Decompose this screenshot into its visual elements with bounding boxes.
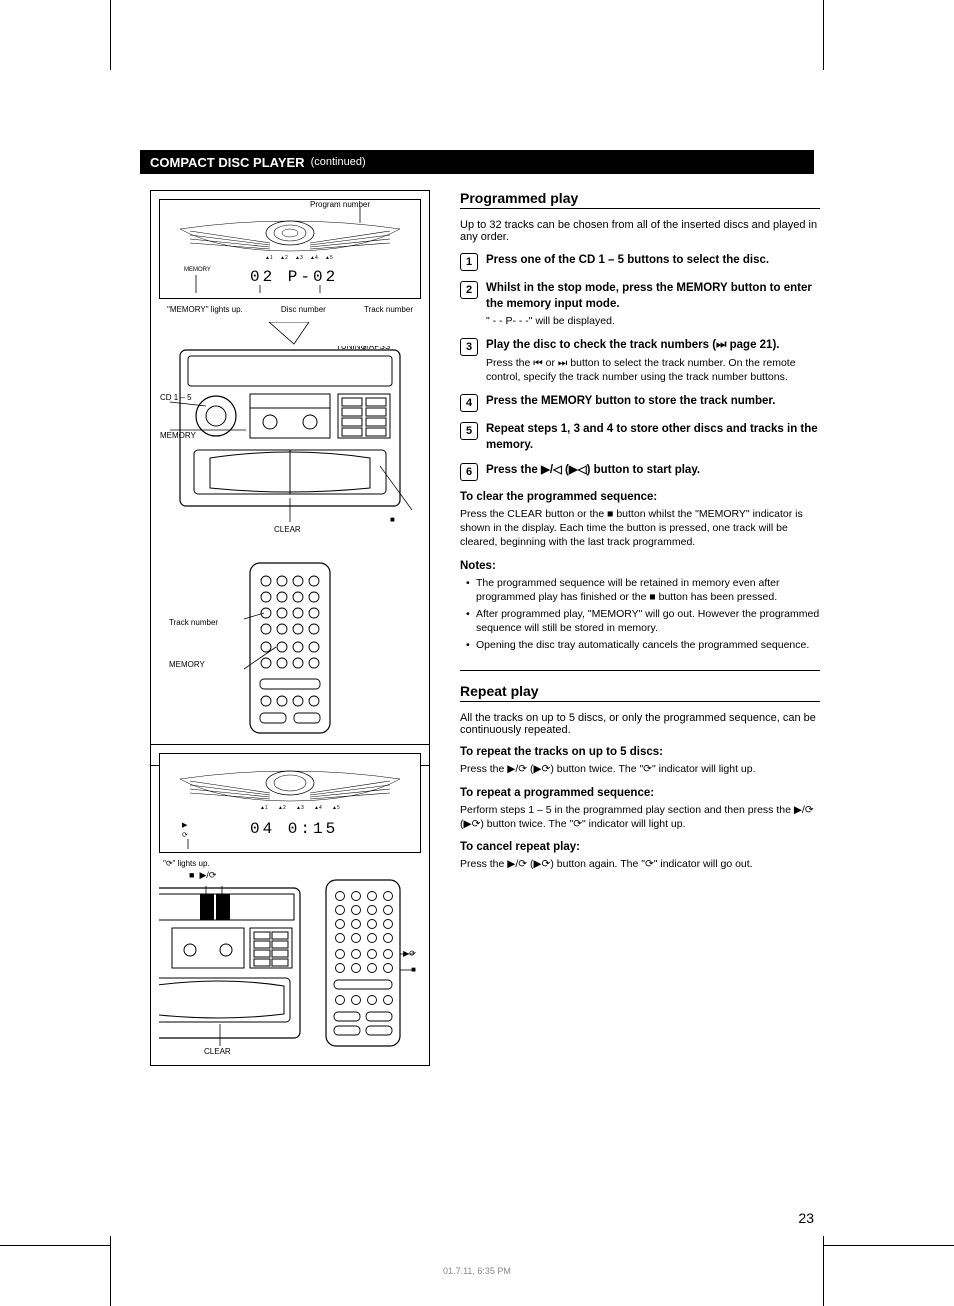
section-divider bbox=[460, 670, 820, 671]
step-main: Whilst in the stop mode, press the MEMOR… bbox=[486, 281, 820, 312]
note-item: Opening the disc tray automatically canc… bbox=[466, 638, 820, 652]
svg-text:▶⟳: ▶⟳ bbox=[403, 949, 416, 958]
step-body: Play the disc to check the track numbers… bbox=[486, 338, 820, 384]
step-item: 2 Whilst in the stop mode, press the MEMO… bbox=[460, 281, 820, 328]
page-container: COMPACT DISC PLAYER (continued) Program … bbox=[0, 0, 954, 1306]
svg-text:▶: ▶ bbox=[182, 822, 188, 829]
note-item: The programmed sequence will be retained… bbox=[466, 576, 820, 604]
step-item: 3 Play the disc to check the track number… bbox=[460, 338, 820, 384]
svg-text:▲4: ▲4 bbox=[314, 805, 322, 811]
step-number: 1 bbox=[460, 253, 478, 271]
step-number: 2 bbox=[460, 281, 478, 299]
crop-mark bbox=[0, 1245, 110, 1246]
callout-memory-btn: MEMORY bbox=[160, 431, 197, 440]
svg-text:▲2: ▲2 bbox=[278, 805, 286, 811]
svg-text:⟳: ⟳ bbox=[182, 832, 188, 839]
crop-mark bbox=[110, 0, 111, 70]
repeat-sub3-head: To cancel repeat play: bbox=[460, 841, 820, 853]
svg-text:▲5: ▲5 bbox=[325, 255, 333, 261]
step-main: Repeat steps 1, 3 and 4 to store other d… bbox=[486, 422, 820, 453]
step-number: 6 bbox=[460, 463, 478, 481]
svg-text:CLEAR: CLEAR bbox=[204, 1047, 231, 1054]
remote-callout-track: Track number bbox=[169, 619, 229, 628]
note-item: After programmed play, "MEMORY" will go … bbox=[466, 607, 820, 635]
main-unit-illustration: TUNING/APSS CD 1 – 5 MEMORY ■ CLEAR bbox=[159, 346, 421, 546]
remote-callout-memory: MEMORY bbox=[169, 660, 229, 669]
crop-mark bbox=[823, 0, 824, 70]
footer-timestamp: 01.7.11, 6:35 PM bbox=[443, 1266, 511, 1276]
svg-text:■: ■ bbox=[411, 965, 416, 974]
heading-programmed-play: Programmed play bbox=[460, 190, 820, 209]
display-bottom-callouts: "MEMORY" lights up. Disc number Track nu… bbox=[159, 305, 421, 322]
step-item: 4 Press the MEMORY button to store the tr… bbox=[460, 394, 820, 412]
svg-text:MEMORY: MEMORY bbox=[184, 267, 211, 273]
unit-and-remote-illustration: ▶⟳ ■ CLEAR bbox=[159, 874, 421, 1054]
notes-heading: Notes: bbox=[460, 560, 820, 572]
notes-list: The programmed sequence will be retained… bbox=[466, 576, 820, 653]
segment-display-repeat: 04 0:15 bbox=[250, 820, 338, 838]
callout-memory: "MEMORY" lights up. bbox=[167, 305, 243, 314]
display-panel-repeat: ▲1 ▲2 ▲3 ▲4 ▲5 ▶ ⟳ 04 0:15 bbox=[159, 753, 421, 853]
callout-prog-num: Program number bbox=[310, 200, 370, 209]
svg-text:▲2: ▲2 bbox=[280, 255, 288, 261]
callout-stop-play: ■ ▶/⟳ bbox=[189, 870, 216, 881]
step-main: Press one of the CD 1 – 5 buttons to sel… bbox=[486, 253, 820, 269]
repeat-sub2-head: To repeat a programmed sequence: bbox=[460, 787, 820, 799]
callout-disc-num: Disc number bbox=[281, 305, 326, 314]
repeat-sub3-body: Press the ▶/⟳ (▶⟳) button again. The "⟳"… bbox=[460, 857, 820, 871]
clear-heading: To clear the programmed sequence: bbox=[460, 491, 820, 503]
repeat-sub2-body: Perform steps 1 – 5 in the programmed pl… bbox=[460, 803, 820, 831]
step-note: " - - P- - -" will be displayed. bbox=[486, 314, 820, 328]
crop-mark bbox=[823, 1236, 824, 1306]
segment-display: 02 P-02 bbox=[250, 268, 338, 286]
repeat-sub1-body: Press the ▶/⟳ (▶⟳) button twice. The "⟳"… bbox=[460, 762, 820, 776]
intro-programmed: Up to 32 tracks can be chosen from all o… bbox=[460, 219, 820, 243]
svg-text:▲1: ▲1 bbox=[265, 255, 273, 261]
step-body: Repeat steps 1, 3 and 4 to store other d… bbox=[486, 422, 820, 453]
figure-programmed-play: Program number bbox=[150, 190, 430, 766]
step-main: Press the MEMORY button to store the tra… bbox=[486, 394, 820, 410]
svg-text:▲1: ▲1 bbox=[260, 805, 268, 811]
step-note: Press the ⏮ or ⏭ button to select the tr… bbox=[486, 356, 820, 384]
step-number: 3 bbox=[460, 338, 478, 356]
step-main: Press the ▶/◁ (▶◁) button to start play. bbox=[486, 463, 820, 479]
section-subtitle: (continued) bbox=[311, 156, 366, 168]
step-body: Press the MEMORY button to store the tra… bbox=[486, 394, 820, 412]
heading-repeat-play: Repeat play bbox=[460, 683, 820, 702]
step-body: Press the ▶/◁ (▶◁) button to start play. bbox=[486, 463, 820, 481]
clear-body: Press the CLEAR button or the ■ button w… bbox=[460, 507, 820, 550]
step-item: 5 Repeat steps 1, 3 and 4 to store other … bbox=[460, 422, 820, 453]
step-item: 1 Press one of the CD 1 – 5 buttons to se… bbox=[460, 253, 820, 271]
callout-tail-icon bbox=[159, 322, 419, 346]
repeat-sub1-head: To repeat the tracks on up to 5 discs: bbox=[460, 746, 820, 758]
section-title-bar: COMPACT DISC PLAYER (continued) bbox=[140, 150, 814, 174]
step-body: Press one of the CD 1 – 5 buttons to sel… bbox=[486, 253, 820, 271]
svg-text:▲3: ▲3 bbox=[296, 805, 304, 811]
page-number: 23 bbox=[798, 1210, 814, 1226]
callout-clear: CLEAR bbox=[274, 525, 301, 534]
crop-mark bbox=[824, 1245, 954, 1246]
callout-cd-num: CD 1 – 5 bbox=[160, 393, 192, 402]
text-column: Programmed play Up to 32 tracks can be c… bbox=[460, 190, 820, 871]
callout-tuning: TUNING/APSS bbox=[336, 346, 390, 351]
figures-column: Program number bbox=[150, 190, 430, 1084]
crop-mark bbox=[110, 1236, 111, 1306]
step-item: 6 Press the ▶/◁ (▶◁) button to start play… bbox=[460, 463, 820, 481]
section-title: COMPACT DISC PLAYER bbox=[150, 155, 305, 170]
svg-text:▲4: ▲4 bbox=[310, 255, 318, 261]
figure-repeat-play: ▲1▲2▲3▲4▲5 ▶ ⟳ 04 0:15 "⟳" lights up. ■ … bbox=[150, 744, 430, 1066]
remote-illustration bbox=[230, 559, 350, 739]
intro-repeat: All the tracks on up to 5 discs, or only… bbox=[460, 712, 820, 736]
svg-text:▲5: ▲5 bbox=[332, 805, 340, 811]
display-panel: Program number bbox=[159, 199, 421, 299]
step-main: Play the disc to check the track numbers… bbox=[486, 338, 820, 354]
svg-text:▲3: ▲3 bbox=[295, 255, 303, 261]
callout-stop: ■ bbox=[390, 515, 395, 524]
step-number: 5 bbox=[460, 422, 478, 440]
steps-list: 1 Press one of the CD 1 – 5 buttons to se… bbox=[460, 253, 820, 481]
step-number: 4 bbox=[460, 394, 478, 412]
step-body: Whilst in the stop mode, press the MEMOR… bbox=[486, 281, 820, 328]
callout-track-num: Track number bbox=[364, 305, 413, 314]
